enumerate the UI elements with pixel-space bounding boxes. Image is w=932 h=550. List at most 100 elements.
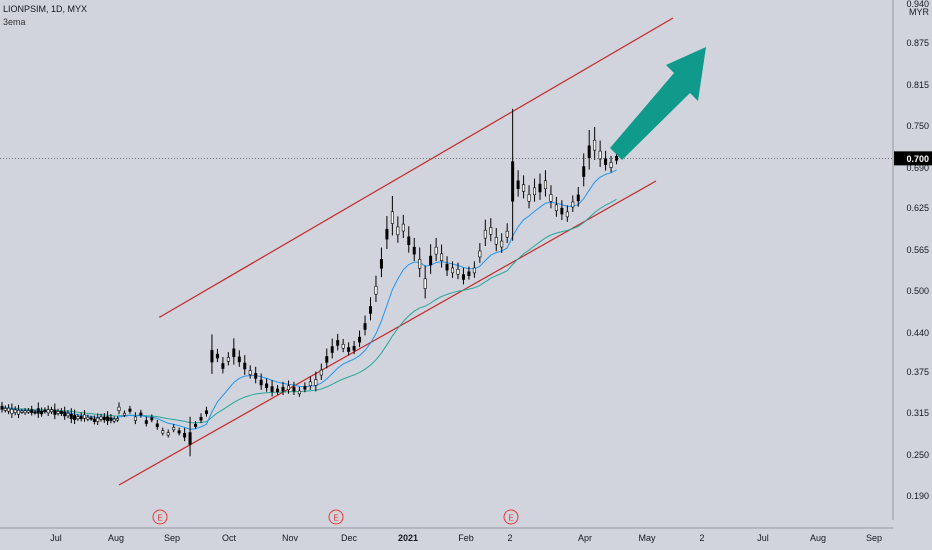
candle-body [183, 432, 187, 438]
candle-body [341, 343, 345, 349]
candle-body [254, 373, 258, 379]
price-tick-label: 0.940 [906, 0, 929, 9]
channel-upper-line [159, 17, 674, 319]
candle-body [150, 417, 154, 421]
candle-body [609, 162, 613, 168]
candle-body [99, 416, 103, 420]
time-tick-label: Apr [578, 533, 592, 543]
candle-body [122, 412, 126, 416]
candle-body [232, 348, 236, 358]
candle-body [440, 253, 444, 262]
price-tick-label: 0.190 [906, 491, 929, 501]
time-tick-label: Sep [164, 533, 180, 543]
candle-body [79, 415, 83, 420]
candle-body [210, 349, 214, 363]
last-price-badge [894, 151, 932, 166]
symbol-title: LIONPSIM, 1D, MYX [3, 4, 88, 14]
candle-body [352, 345, 356, 351]
candle-body [368, 306, 372, 314]
candle-body [467, 271, 471, 276]
trend-channel[interactable] [118, 17, 674, 486]
earnings-marker-circle [152, 509, 168, 525]
candle-body [139, 412, 143, 416]
earnings-marker-label: E [157, 514, 162, 523]
candle-body [549, 194, 553, 202]
candle-body [292, 386, 296, 392]
candle-body [390, 211, 394, 224]
candle-body [30, 409, 34, 413]
time-tick-label: Dec [341, 533, 358, 543]
candle-body [533, 187, 537, 196]
candle-body [593, 139, 597, 151]
candle-body [3, 408, 7, 411]
candle-body [522, 184, 526, 192]
ema-lines [1, 169, 617, 430]
candle-body [73, 415, 77, 421]
candle-body [26, 410, 30, 413]
candle-body [270, 386, 274, 392]
candle-body [23, 410, 27, 414]
candle-body [565, 211, 569, 218]
time-tick-label: Oct [222, 533, 237, 543]
candle-body [576, 194, 580, 202]
earnings-marker-label: E [508, 514, 513, 523]
earnings-marker-circle [503, 509, 519, 525]
candle-body [96, 417, 100, 422]
candle-body [303, 385, 307, 390]
candle-body [188, 432, 192, 445]
candlesticks [0, 108, 619, 457]
target-arrow[interactable] [610, 47, 706, 160]
candle-body [330, 346, 334, 353]
candle-body [10, 409, 14, 414]
candle-body [472, 267, 476, 274]
candle-body [117, 406, 121, 411]
candle-body [363, 323, 367, 330]
price-tick-label: 0.565 [906, 245, 929, 255]
candle-body [418, 259, 422, 269]
last-price-label: 0.700 [906, 154, 929, 164]
earnings-marker-circle [328, 509, 344, 525]
candle-body [560, 207, 564, 215]
candle-body [401, 223, 405, 232]
candle-body [511, 161, 515, 202]
time-tick-label: Feb [458, 533, 474, 543]
price-tick-label: 0.250 [906, 450, 929, 460]
candle-body [385, 228, 389, 240]
candle-body [161, 430, 165, 434]
time-axis[interactable]: Jul Aug Sep Oct Nov Dec 2021 Feb 2 Apr May 2 Jul Aug S… [0, 527, 893, 543]
candle-body [66, 413, 70, 417]
candle-body [243, 362, 247, 370]
candle-body [281, 386, 285, 392]
channel-lower-line [118, 180, 657, 486]
candle-body [221, 363, 225, 369]
candle-body [276, 388, 280, 393]
arrow-shape [610, 47, 706, 160]
candle-body [0, 405, 4, 410]
time-tick-label: May [638, 533, 656, 543]
candle-body [604, 158, 608, 165]
candle-body [86, 416, 90, 420]
time-tick-label: Nov [282, 533, 299, 543]
candle-body [194, 423, 198, 427]
candle-body [155, 423, 159, 428]
candle-body [237, 356, 241, 363]
candle-body [20, 410, 24, 413]
candle-body [89, 417, 93, 420]
time-tick-label: Jul [757, 533, 769, 543]
candle-body [46, 409, 50, 414]
candle-body [451, 267, 455, 274]
candle-body [336, 340, 340, 346]
candle-body [358, 336, 362, 343]
candle-body [76, 416, 80, 420]
candle-body [112, 418, 116, 422]
candle-body [516, 180, 520, 189]
indicator-label: 3ema [3, 17, 26, 27]
candle-body [43, 409, 47, 413]
candle-body [204, 410, 208, 414]
candle-body [554, 204, 558, 212]
price-axis[interactable]: 0.940 0.875 0.815 0.750 0.690 0.625 0.565 0.500… [0, 0, 932, 520]
time-tick-label: 2 [507, 533, 512, 543]
candle-body [505, 230, 509, 238]
